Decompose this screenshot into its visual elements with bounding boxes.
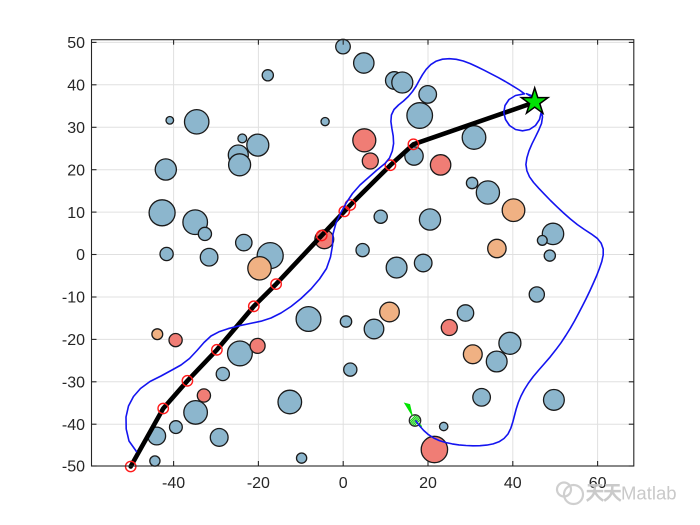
svg-text:30: 30 [67, 120, 85, 137]
svg-text:-40: -40 [62, 417, 85, 434]
svg-text:-20: -20 [247, 475, 270, 492]
svg-text:0: 0 [339, 475, 348, 492]
svg-text:-20: -20 [62, 332, 85, 349]
svg-text:20: 20 [419, 475, 437, 492]
svg-text:40: 40 [504, 475, 522, 492]
svg-text:50: 50 [67, 35, 85, 52]
svg-text:20: 20 [67, 162, 85, 179]
svg-text:0: 0 [76, 247, 85, 264]
svg-text:10: 10 [67, 205, 85, 222]
svg-text:-30: -30 [62, 375, 85, 392]
svg-text:40: 40 [67, 78, 85, 95]
svg-text:Matlab: Matlab [621, 483, 677, 504]
svg-text:-40: -40 [162, 475, 185, 492]
svg-text:60: 60 [589, 475, 607, 492]
svg-text:-10: -10 [62, 290, 85, 307]
svg-text:-50: -50 [62, 459, 85, 476]
